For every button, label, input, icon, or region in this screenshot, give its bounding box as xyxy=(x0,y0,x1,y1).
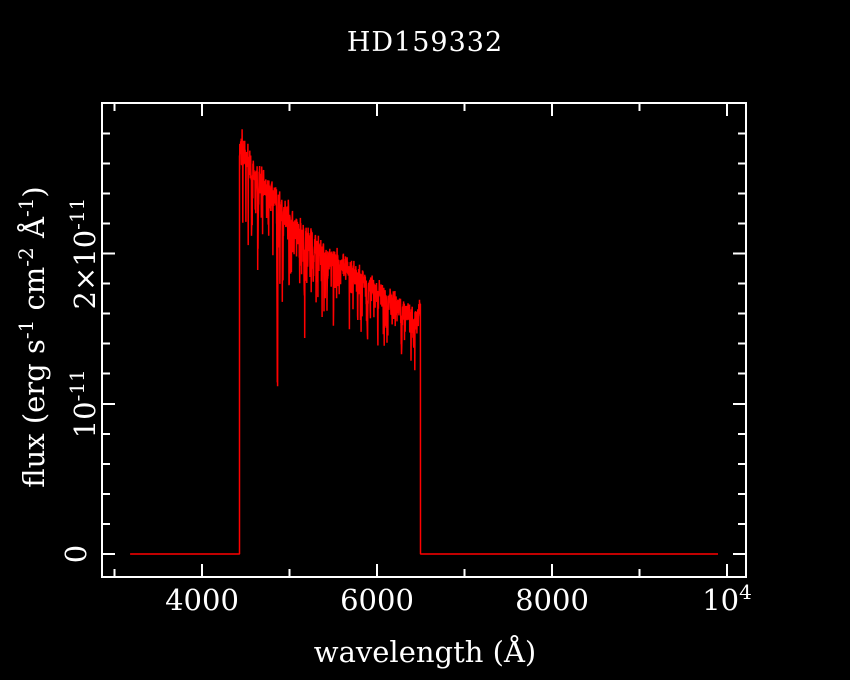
chart-title: HD159332 xyxy=(346,27,504,58)
y-tick-label: 0 xyxy=(59,545,93,563)
plot-frame xyxy=(101,102,747,578)
y-axis-label: flux (erg s-1 cm-2 Å-1) xyxy=(14,186,51,488)
x-tick-label: 4000 xyxy=(165,583,239,617)
y-tick-label: 10-11 xyxy=(65,369,102,438)
x-tick-label: 6000 xyxy=(340,583,414,617)
x-axis-label: wavelength (Å) xyxy=(313,635,537,669)
spectrum-line xyxy=(130,129,718,555)
x-tick-label: 104 xyxy=(702,580,752,617)
x-tick-label: 8000 xyxy=(515,583,589,617)
y-tick-label: 2×10-11 xyxy=(65,198,102,310)
